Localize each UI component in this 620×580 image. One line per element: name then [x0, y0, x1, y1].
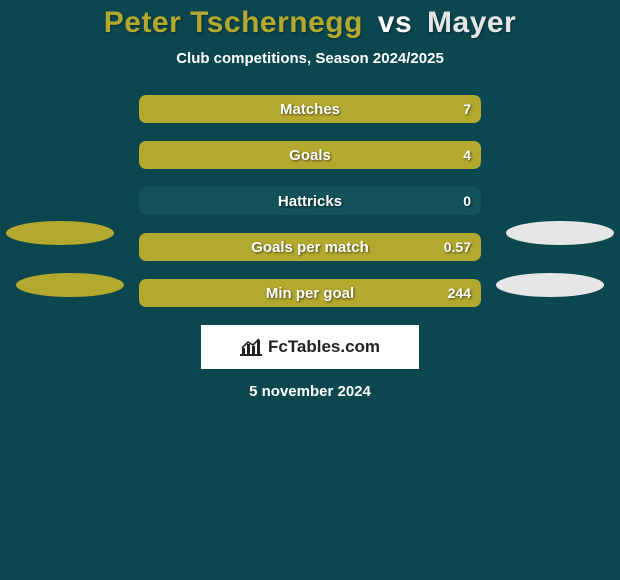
stat-label: Goals: [139, 141, 481, 169]
vs-label: vs: [378, 6, 412, 39]
stat-value-right: 0: [463, 187, 471, 215]
stat-bars: Matches7Goals4Hattricks0Goals per match0…: [139, 95, 481, 307]
stat-label: Goals per match: [139, 233, 481, 261]
date-label: 5 november 2024: [0, 383, 620, 400]
stat-bar: Hattricks0: [139, 187, 481, 215]
stat-bar: Matches7: [139, 95, 481, 123]
player-right-name: Mayer: [427, 6, 516, 39]
stat-bar: Goals4: [139, 141, 481, 169]
stat-value-right: 4: [463, 141, 471, 169]
subtitle: Club competitions, Season 2024/2025: [0, 50, 620, 67]
stat-bar: Goals per match0.57: [139, 233, 481, 261]
comparison-infographic: Peter Tschernegg vs Mayer Club competiti…: [0, 0, 620, 580]
chart-icon: [240, 338, 262, 356]
stat-value-right: 244: [448, 279, 471, 307]
left-marker-ellipse: [16, 273, 124, 297]
right-marker-ellipse: [496, 273, 604, 297]
stat-label: Hattricks: [139, 187, 481, 215]
stat-value-right: 0.57: [444, 233, 471, 261]
stat-bar: Min per goal244: [139, 279, 481, 307]
stat-label: Min per goal: [139, 279, 481, 307]
stat-label: Matches: [139, 95, 481, 123]
content: Matches7Goals4Hattricks0Goals per match0…: [0, 95, 620, 400]
player-left-name: Peter Tschernegg: [104, 6, 363, 39]
page-title: Peter Tschernegg vs Mayer: [0, 6, 620, 40]
source-text: FcTables.com: [268, 337, 380, 357]
left-marker-ellipse: [6, 221, 114, 245]
right-marker-ellipse: [506, 221, 614, 245]
source-badge: FcTables.com: [201, 325, 419, 369]
stat-value-right: 7: [463, 95, 471, 123]
